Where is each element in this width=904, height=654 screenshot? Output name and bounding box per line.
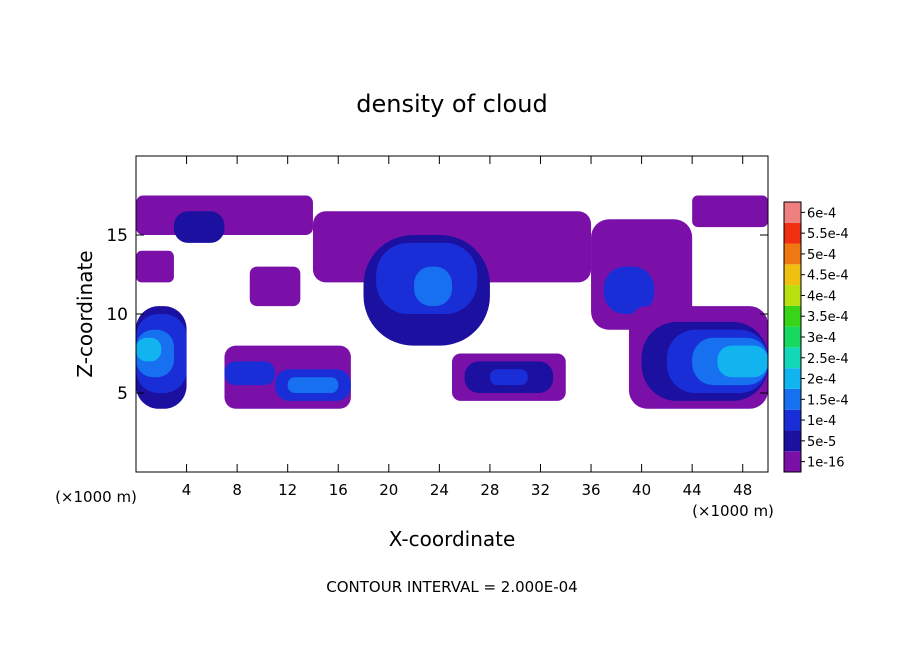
y-tick-label: 10 (106, 305, 128, 325)
x-tick-label: 44 (683, 481, 702, 499)
colorbar: 1e-16 5e-5 1e-4 1.5e-4 2e-4 2.5e-4 3e-4 3.5e-4 4… (783, 201, 849, 473)
contour-region (136, 337, 162, 362)
colorbar-label: 2e-4 (807, 373, 836, 388)
colorbar-swatch (784, 305, 801, 327)
x-tick-label: 40 (632, 481, 651, 499)
colorbar-swatch (784, 451, 801, 472)
colorbar-swatch (784, 202, 801, 223)
contour-region (414, 266, 452, 307)
colorbar-swatch (784, 409, 801, 431)
colorbar-swatch (784, 368, 801, 389)
colorbar-label: 1e-16 (807, 456, 845, 471)
colorbar-label: 4e-4 (807, 289, 836, 304)
x-unit-label-left: (×1000 m) (55, 488, 137, 506)
contour-region (603, 266, 655, 314)
contour-region (489, 369, 528, 386)
colorbar-label: 3.5e-4 (807, 310, 849, 325)
x-axis-label: X-coordinate (389, 527, 516, 551)
colorbar-frame (783, 201, 802, 473)
x-tick-label: 28 (480, 481, 499, 499)
contour-region (224, 361, 276, 386)
colorbar-label: 5.5e-4 (807, 227, 849, 242)
x-tick-label: 4 (182, 481, 192, 499)
colorbar-label: 5e-5 (807, 435, 836, 450)
colorbar-swatch (784, 285, 801, 306)
colorbar-swatch (784, 264, 801, 286)
x-tick-label: 48 (733, 481, 752, 499)
contour-region (173, 211, 225, 243)
colorbar-swatch (784, 326, 801, 348)
plot-frame (135, 155, 769, 473)
x-tick-label: 16 (329, 481, 348, 499)
colorbar-swatch (784, 243, 801, 265)
contour-fill-layer (136, 195, 768, 409)
contour-region (287, 377, 339, 393)
colorbar-swatch (784, 430, 801, 452)
x-tick-label: 12 (278, 481, 297, 499)
colorbar-label: 4.5e-4 (807, 269, 849, 284)
contour-region (136, 195, 313, 235)
colorbar-label: 1.5e-4 (807, 393, 849, 408)
contour-region (249, 266, 301, 307)
colorbar-label: 2.5e-4 (807, 352, 849, 367)
contour-region (717, 345, 768, 378)
colorbar-label: 5e-4 (807, 248, 836, 263)
x-unit-label-right: (×1000 m) (692, 502, 774, 520)
colorbar-label: 3e-4 (807, 331, 836, 346)
contour-region (692, 195, 768, 228)
y-tick-label: 15 (106, 226, 128, 246)
contour-region (136, 250, 174, 283)
y-axis-label: Z-coordinate (73, 250, 97, 377)
x-tick-label: 24 (430, 481, 449, 499)
colorbar-label: 6e-4 (807, 206, 836, 221)
colorbar-swatch (784, 347, 801, 369)
chart-title: density of cloud (356, 90, 547, 118)
colorbar-label: 1e-4 (807, 414, 836, 429)
x-tick-label: 8 (232, 481, 242, 499)
colorbar-swatch (784, 222, 801, 244)
x-tick-label: 36 (581, 481, 600, 499)
contour-interval-label: CONTOUR INTERVAL = 2.000E-04 (326, 578, 577, 596)
colorbar-swatch (784, 388, 801, 410)
x-tick-label: 20 (379, 481, 398, 499)
x-tick-label: 32 (531, 481, 550, 499)
y-tick-label: 5 (117, 384, 128, 404)
